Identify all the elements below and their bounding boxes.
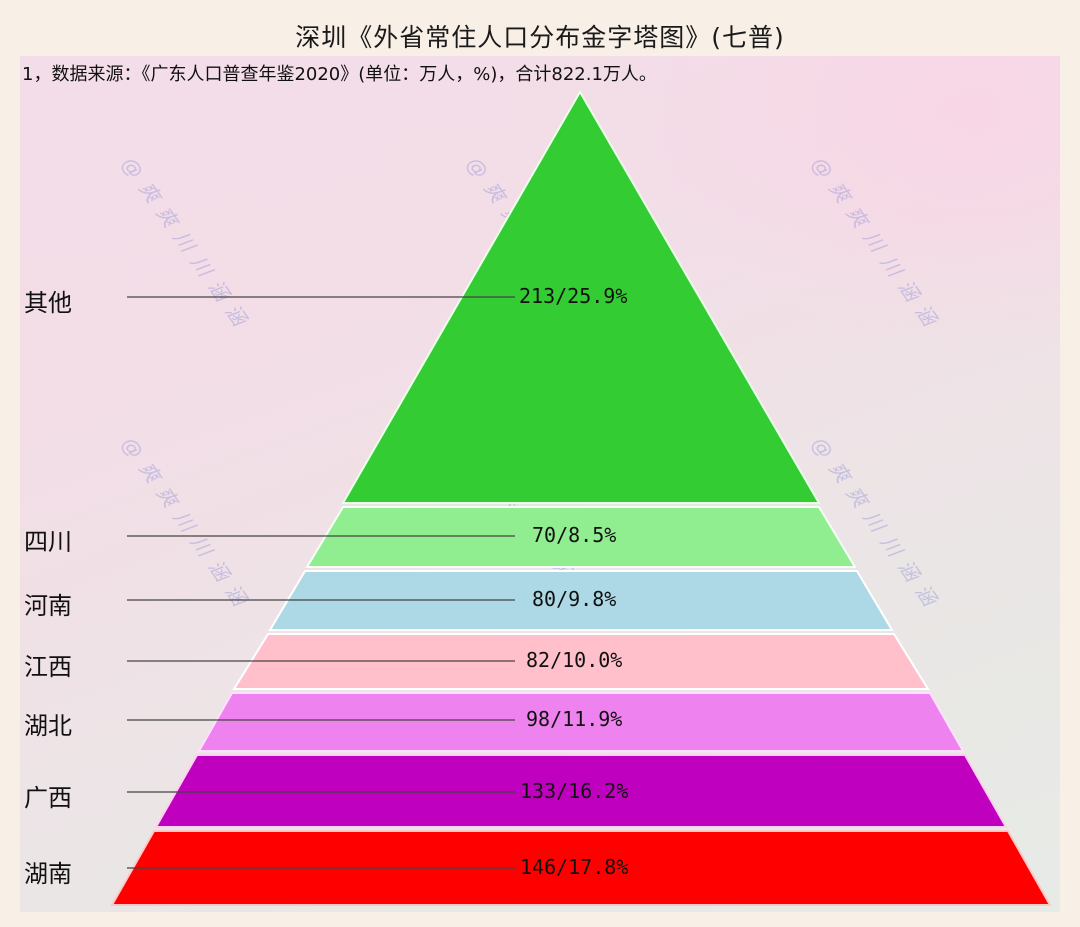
category-label: 江西 — [24, 653, 72, 681]
pyramid-layer-sichuan — [305, 506, 857, 568]
category-label: 四川 — [24, 528, 72, 556]
pyramid-layer-guangxi — [154, 754, 1008, 828]
pyramid-layer-jiangxi — [232, 633, 930, 690]
chart-subtitle: 1，数据来源：《广东人口普查年鉴2020》(单位：万人，%)，合计822.1万人… — [22, 64, 657, 85]
value-label: 80/9.8% — [532, 587, 617, 611]
pyramid-layer-hubei — [197, 692, 965, 752]
value-label: 70/8.5% — [532, 523, 617, 547]
pyramid-layer-hunan — [110, 830, 1052, 906]
value-label: 133/16.2% — [520, 779, 629, 803]
value-label: 82/10.0% — [526, 648, 623, 672]
value-label: 146/17.8% — [520, 855, 629, 879]
category-label: 广西 — [24, 784, 72, 812]
category-label: 湖北 — [24, 712, 72, 740]
category-label: 其他 — [24, 289, 72, 317]
value-label: 98/11.9% — [526, 707, 623, 731]
pyramid-layer-henan — [268, 570, 894, 631]
category-label: 河南 — [24, 592, 72, 620]
chart-title: 深圳《外省常住人口分布金字塔图》(七普) — [295, 23, 785, 52]
value-label: 213/25.9% — [519, 284, 628, 308]
category-label: 湖南 — [24, 860, 72, 888]
